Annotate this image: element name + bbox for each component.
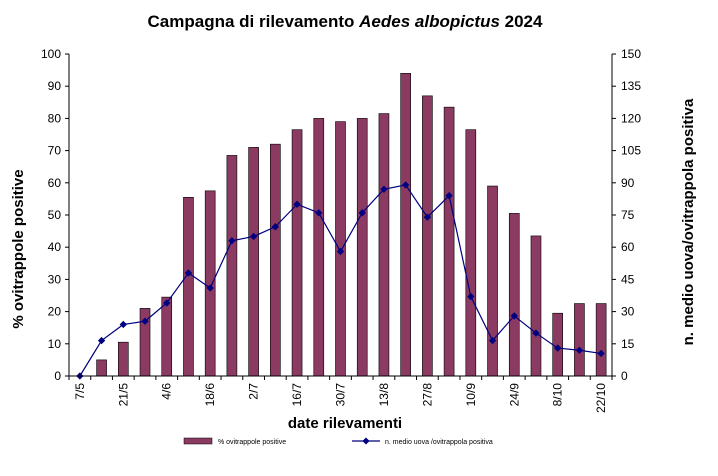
y-right-tick-label-3: 45 <box>621 272 635 286</box>
bar-24 <box>595 303 607 377</box>
chart-title-main: Campagna di rilevamento <box>148 12 360 31</box>
bar-15 <box>400 73 411 377</box>
line-point-7 <box>228 237 236 245</box>
line-point-10 <box>293 200 301 208</box>
legend: % ovitrappole positive n. medio uova /ov… <box>183 437 493 446</box>
y-axis-right-title: n. medio uova/ovitrappola positiva <box>680 98 697 345</box>
bar-1 <box>96 359 107 377</box>
y-right-tick-label-10: 150 <box>621 47 641 61</box>
bar-9 <box>270 143 281 377</box>
bar-18 <box>465 129 477 377</box>
y-right-tick-label-0: 0 <box>621 369 628 383</box>
bar-7 <box>226 155 238 377</box>
x-axis-title: date rilevamenti <box>288 415 402 432</box>
y-left-tick-label-6: 60 <box>48 176 62 190</box>
x-tick-label-12: 30/7 <box>334 383 348 407</box>
x-tick-label-4: 4/6 <box>160 383 174 400</box>
y-axis-left-title: % ovitrappole positive <box>10 169 27 328</box>
axes: 0 10 20 30 40 50 60 70 80 90 100 0 15 30 45 60 75 90 105 12… <box>41 47 641 413</box>
y-right-tick-label-6: 90 <box>621 176 635 190</box>
x-tick-label-18: 10/9 <box>464 383 478 407</box>
x-tick-label-20: 24/9 <box>507 383 521 407</box>
bar-21 <box>530 235 542 377</box>
x-tick-label-0: 7/5 <box>73 383 87 400</box>
line-point-12 <box>336 247 345 256</box>
x-tick-label-14: 13/8 <box>377 383 391 407</box>
legend-swatch-bar <box>183 437 213 445</box>
y-left-tick-label-10: 100 <box>41 47 61 61</box>
y-left-tick-label-8: 80 <box>48 111 62 125</box>
x-tick-label-16: 27/8 <box>420 383 434 407</box>
bar-11 <box>313 118 325 377</box>
x-tick-label-8: 2/7 <box>247 383 261 400</box>
x-tick-label-22: 8/10 <box>551 383 565 407</box>
x-tick-label-6: 18/6 <box>203 383 217 407</box>
line-point-13 <box>358 209 366 217</box>
bar-17 <box>443 106 455 377</box>
plot-area <box>76 73 607 380</box>
line-point-11 <box>315 209 323 217</box>
y-left-tick-label-3: 30 <box>48 272 62 286</box>
legend-label-bar: % ovitrappole positive <box>218 439 286 446</box>
chart-title-species: Aedes albopictus <box>358 12 500 31</box>
bar-8 <box>248 147 259 377</box>
line-point-21 <box>532 329 540 337</box>
line-point-19 <box>488 336 497 345</box>
bar-4 <box>161 296 173 377</box>
line-point-4 <box>163 299 171 307</box>
legend-label-line: n. medio uova /ovitrappola positiva <box>385 439 493 446</box>
line-point-3 <box>141 317 149 325</box>
y-left-tick-label-2: 20 <box>48 305 62 319</box>
y-right-tick-label-4: 60 <box>621 240 635 254</box>
y-left-tick-label-7: 70 <box>48 144 62 158</box>
y-left-tick-label-9: 90 <box>48 79 62 93</box>
y-right-tick-label-5: 75 <box>621 208 635 222</box>
legend-swatch-marker <box>362 437 370 445</box>
y-right-tick-label-7: 105 <box>621 144 641 158</box>
y-left-tick-label-0: 0 <box>54 369 61 383</box>
bar-14 <box>378 113 390 377</box>
y-right-tick-label-1: 15 <box>621 337 635 351</box>
bar-5 <box>183 196 194 377</box>
bar-19 <box>487 185 498 377</box>
bar-6 <box>204 190 216 377</box>
bar-13 <box>356 118 368 377</box>
y-left-tick-label-4: 40 <box>48 240 62 254</box>
line-point-22 <box>554 344 562 352</box>
chart-title: Campagna di rilevamento Aedes albopictus… <box>148 12 543 31</box>
y-right-tick-label-9: 135 <box>621 79 641 93</box>
chart-title-year: 2024 <box>500 12 543 31</box>
y-right-tick-label-2: 30 <box>621 305 635 319</box>
y-left-tick-label-1: 10 <box>48 337 62 351</box>
line-point-14 <box>380 185 388 193</box>
x-tick-label-2: 21/5 <box>116 383 130 407</box>
line-point-6 <box>206 284 214 292</box>
line-point-24 <box>597 349 605 358</box>
line-point-23 <box>575 346 584 354</box>
bar-16 <box>422 95 433 377</box>
bar-2 <box>118 341 129 377</box>
y-right-tick-label-8: 120 <box>621 111 641 125</box>
bar-10 <box>291 129 303 377</box>
line-point-5 <box>184 269 193 277</box>
x-tick-label-24: 22/10 <box>594 383 608 413</box>
line-point-18 <box>467 292 475 301</box>
y-left-tick-label-5: 50 <box>48 208 62 222</box>
bar-23 <box>574 303 585 377</box>
x-tick-label-10: 16/7 <box>290 383 304 407</box>
bar-20 <box>508 213 520 377</box>
